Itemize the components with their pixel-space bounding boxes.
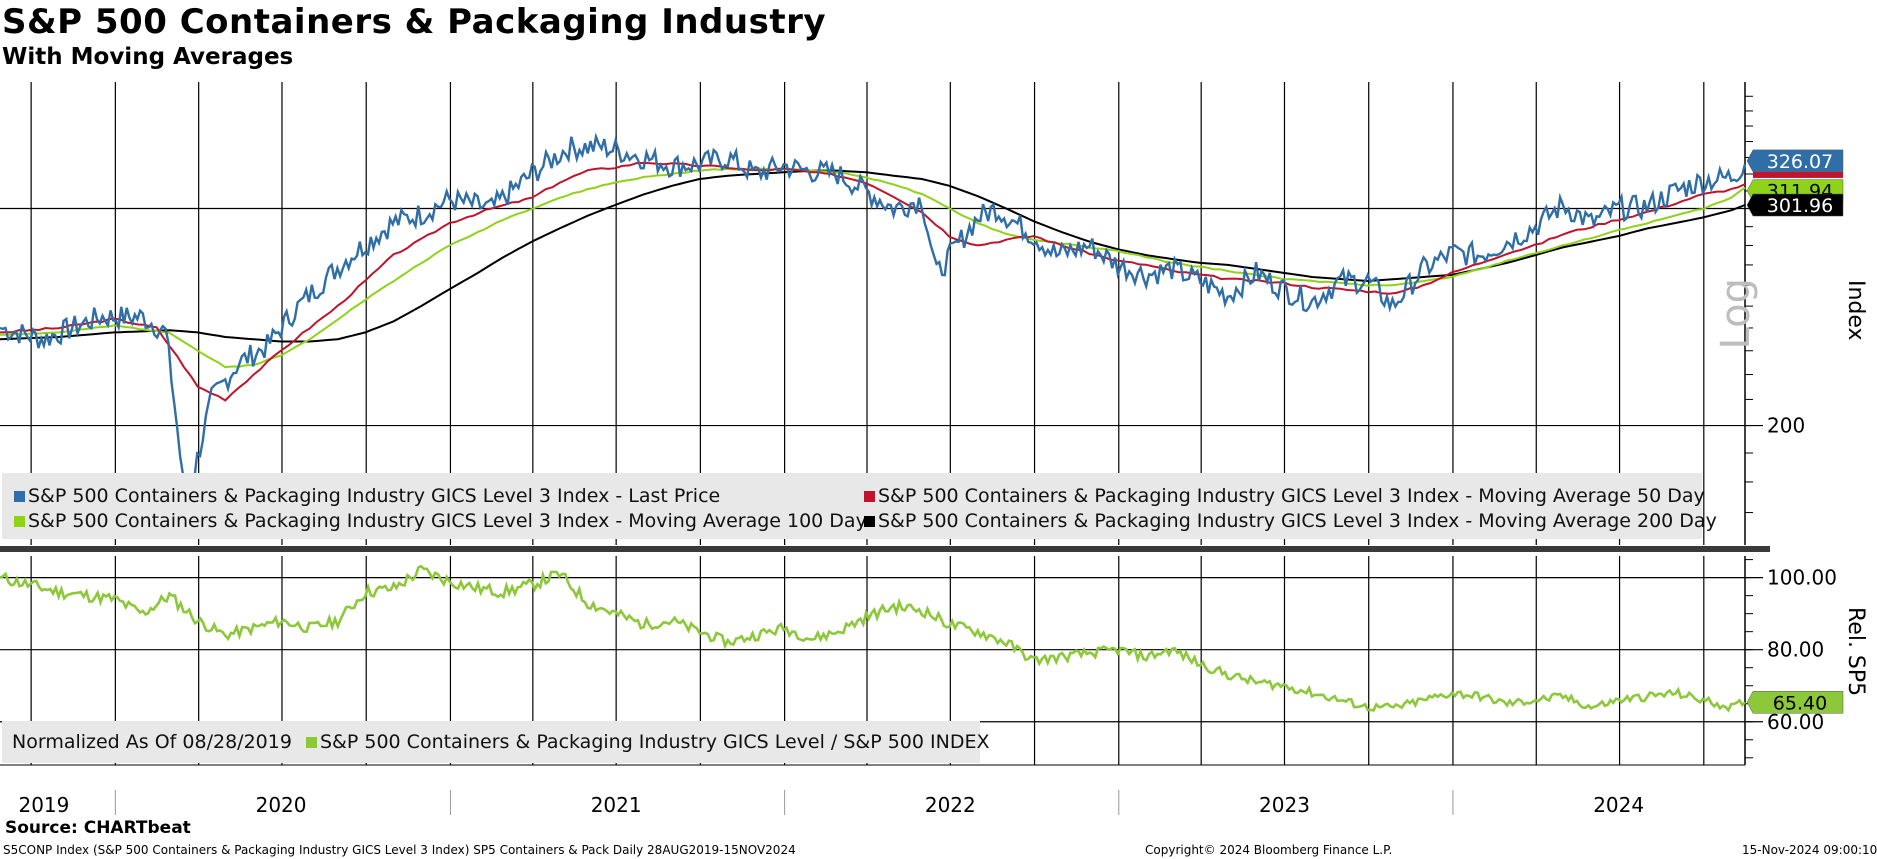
panel-divider	[0, 546, 1770, 552]
legend-label-price: S&P 500 Containers & Packaging Industry …	[28, 485, 721, 507]
upper-plot-area	[0, 82, 1745, 545]
footer-description: S5CONP Index (S&P 500 Containers & Packa…	[3, 843, 796, 857]
lower-ytick-label: 60.00	[1767, 710, 1824, 734]
legend-label-ma200: S&P 500 Containers & Packaging Industry …	[878, 510, 1717, 532]
lower-ytick-label: 80.00	[1767, 638, 1824, 662]
legend-item-last-price: S&P 500 Containers & Packaging Industry …	[14, 485, 720, 507]
x-tick-label: 2021	[591, 793, 642, 817]
lower-legend-normalized: Normalized As Of 08/28/2019	[12, 731, 292, 753]
lower-legend: Normalized As Of 08/28/2019 S&P 500 Cont…	[2, 721, 989, 763]
legend-label-ma50: S&P 500 Containers & Packaging Industry …	[878, 485, 1705, 507]
legend-swatch-ma50	[864, 491, 875, 502]
footer-copyright: Copyright© 2024 Bloomberg Finance L.P.	[1145, 843, 1393, 857]
upper-axis-label: Index	[1843, 280, 1868, 341]
tag-relative: 65.40	[1773, 692, 1827, 714]
legend-swatch-relative	[306, 737, 317, 748]
legend-label-ma100: S&P 500 Containers & Packaging Industry …	[28, 510, 867, 532]
x-tick-label: 2023	[1259, 793, 1310, 817]
series-relative-line	[0, 564, 1746, 713]
upper-legend: S&P 500 Containers & Packaging Industry …	[2, 473, 1717, 539]
series-ma100-line	[0, 167, 1746, 369]
lower-ytick-label: 100.00	[1767, 566, 1837, 590]
tag-relative-bg	[1746, 691, 1844, 714]
tag-ma50-sliver	[1753, 171, 1843, 178]
series-ma200-line	[0, 169, 1746, 343]
legend-item-ma200: S&P 500 Containers & Packaging Industry …	[864, 510, 1717, 532]
legend-swatch-ma200	[864, 516, 875, 527]
tag-ma200: 301.96	[1767, 195, 1833, 217]
tag-ma200-bg	[1746, 193, 1844, 217]
x-tick-label: 2019	[18, 793, 69, 817]
tag-last-price-bg	[1746, 149, 1844, 173]
x-tick-label: 2020	[256, 793, 307, 817]
legend-item-ma100: S&P 500 Containers & Packaging Industry …	[14, 510, 867, 532]
x-tick-label: 2022	[925, 793, 976, 817]
series-price-line	[0, 132, 1747, 514]
chart-subtitle: With Moving Averages	[2, 44, 294, 70]
log-scale-label: Log	[1713, 278, 1759, 350]
upper-ytick-label: 200	[1767, 414, 1805, 438]
chart-title: S&P 500 Containers & Packaging Industry	[2, 2, 827, 42]
lower-legend-series: S&P 500 Containers & Packaging Industry …	[306, 731, 989, 753]
legend-item-ma50: S&P 500 Containers & Packaging Industry …	[864, 485, 1705, 507]
legend-swatch-ma100	[14, 516, 25, 527]
x-tick-label: 2024	[1593, 793, 1644, 817]
source-note: Source: CHARTbeat	[5, 818, 191, 838]
tag-last-price: 326.07	[1767, 151, 1833, 173]
lower-axis-label: Rel. SP5	[1843, 607, 1868, 697]
footer-timestamp: 15-Nov-2024 09:00:10	[1742, 843, 1877, 857]
legend-label-relative: S&P 500 Containers & Packaging Industry …	[320, 731, 990, 753]
legend-swatch-price	[14, 491, 25, 502]
